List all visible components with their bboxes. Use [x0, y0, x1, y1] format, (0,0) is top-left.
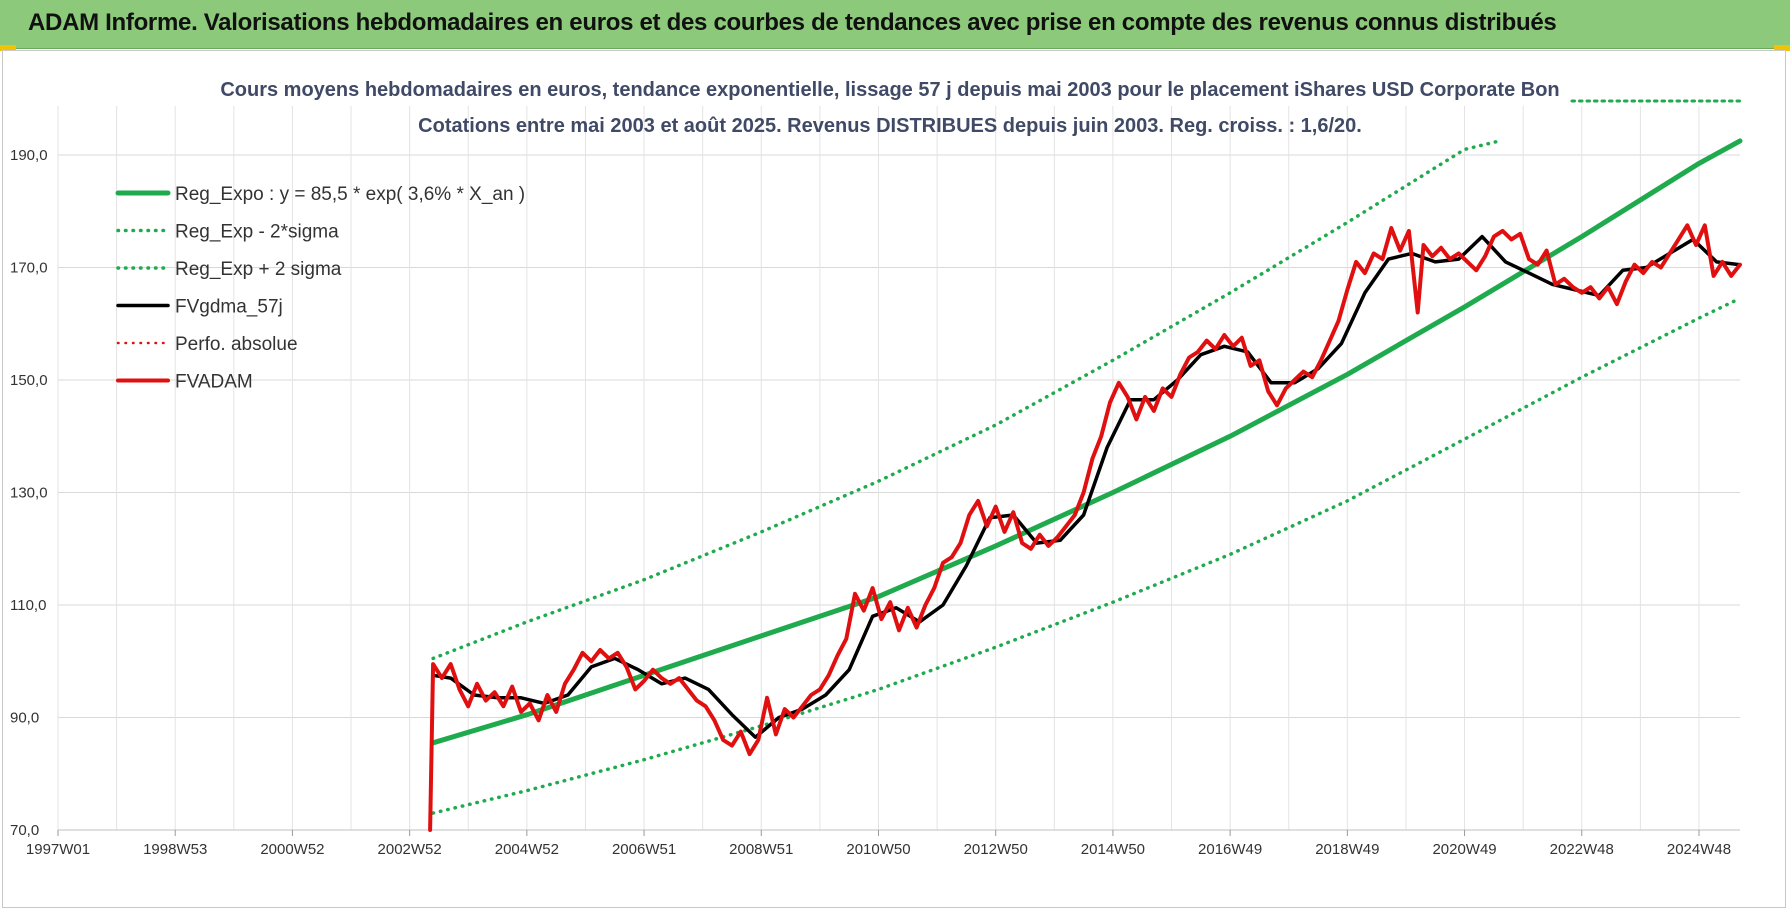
chart-frame — [2, 50, 1786, 908]
legend-label: FVgdma_57j — [175, 297, 283, 318]
y-tick-label: 170,0 — [10, 260, 48, 277]
page-title: ADAM Informe. Valorisations hebdomadaire… — [28, 9, 1557, 36]
x-tick-label: 2004W52 — [495, 841, 559, 858]
y-axis-labels: 70,0 90,0 110,0 130,0 150,0 170,0 190,0 — [10, 147, 48, 839]
chart-subtitle-line-2: Cotations entre mai 2003 et août 2025. R… — [418, 115, 1362, 137]
x-tick-label: 2016W49 — [1198, 841, 1262, 858]
x-tick-label: 2024W48 — [1667, 841, 1731, 858]
y-tick-label: 110,0 — [10, 597, 46, 614]
series-line — [431, 296, 1742, 815]
x-tick-label: 1998W53 — [143, 841, 207, 858]
corner-marker — [1774, 45, 1790, 51]
series-line — [431, 234, 1742, 739]
legend-label: Reg_Exp + 2 sigma — [175, 259, 342, 280]
y-tick-label: 130,0 — [10, 485, 48, 502]
corner-marker — [0, 45, 16, 51]
y-tick-label: 150,0 — [10, 372, 48, 389]
legend: Reg_Expo : y = 85,5 * exp( 3,6% * X_an )… — [115, 184, 525, 393]
x-tick-label: 2012W50 — [964, 841, 1028, 858]
x-tick-label: 2020W49 — [1432, 841, 1496, 858]
x-tick-label: 2008W51 — [729, 841, 793, 858]
x-tick-label: 2022W48 — [1550, 841, 1614, 858]
x-axis-labels: 1997W01 1998W53 2000W52 2002W52 2004W52 2006W… — [26, 841, 1731, 858]
x-tick-label: 2018W49 — [1315, 841, 1379, 858]
x-tick-label: 2006W51 — [612, 841, 676, 858]
series-layer — [428, 138, 1743, 832]
legend-label: Perfo. absolue — [175, 334, 298, 355]
header-bar: ADAM Informe. Valorisations hebdomadaire… — [0, 0, 1790, 49]
legend-label: Reg_Expo : y = 85,5 * exp( 3,6% * X_an ) — [175, 184, 525, 205]
series-line — [430, 138, 1743, 746]
y-tick-label: 190,0 — [10, 147, 48, 164]
chart-subtitle-line-1: Cours moyens hebdomadaires en euros, ten… — [220, 79, 1559, 101]
grid — [57, 106, 1740, 836]
x-tick-label: 2002W52 — [378, 841, 442, 858]
y-tick-label: 70,0 — [10, 822, 39, 839]
series-line — [428, 223, 1742, 832]
x-tick-label: 2014W50 — [1081, 841, 1145, 858]
x-tick-label: 2000W52 — [260, 841, 324, 858]
series-line — [431, 139, 1502, 661]
x-tick-label: 2010W50 — [846, 841, 910, 858]
legend-label: FVADAM — [175, 372, 253, 393]
y-tick-label: 90,0 — [10, 710, 39, 727]
legend-label: Reg_Exp - 2*sigma — [175, 222, 339, 243]
x-tick-label: 1997W01 — [26, 841, 90, 858]
